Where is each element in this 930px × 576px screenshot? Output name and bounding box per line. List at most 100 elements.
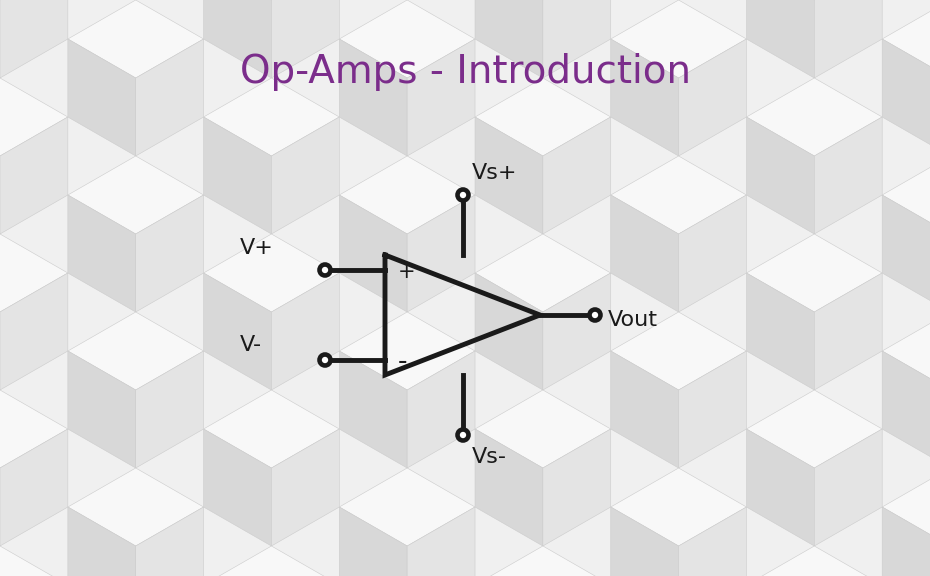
Polygon shape: [204, 273, 272, 390]
Polygon shape: [0, 429, 68, 546]
Polygon shape: [815, 429, 883, 546]
Polygon shape: [339, 0, 475, 78]
Polygon shape: [136, 39, 204, 156]
Polygon shape: [883, 312, 930, 390]
Polygon shape: [407, 39, 475, 156]
Polygon shape: [543, 0, 611, 78]
Circle shape: [458, 430, 469, 441]
Text: Vout: Vout: [608, 310, 658, 330]
Polygon shape: [0, 117, 68, 234]
Polygon shape: [679, 195, 747, 312]
Polygon shape: [68, 195, 136, 312]
Polygon shape: [543, 429, 611, 546]
Polygon shape: [747, 273, 815, 390]
Polygon shape: [204, 429, 272, 546]
Polygon shape: [0, 0, 68, 78]
Polygon shape: [815, 273, 883, 390]
Polygon shape: [747, 546, 883, 576]
Polygon shape: [68, 156, 204, 234]
Polygon shape: [475, 546, 611, 576]
Circle shape: [320, 264, 330, 275]
Text: V-: V-: [240, 335, 262, 355]
Polygon shape: [883, 468, 930, 546]
Polygon shape: [0, 78, 68, 156]
Polygon shape: [204, 117, 272, 234]
Polygon shape: [611, 351, 679, 468]
Polygon shape: [883, 39, 930, 156]
Polygon shape: [543, 117, 611, 234]
Polygon shape: [747, 117, 815, 234]
Polygon shape: [136, 351, 204, 468]
Text: V+: V+: [240, 238, 273, 258]
Circle shape: [590, 309, 601, 320]
Polygon shape: [543, 273, 611, 390]
Polygon shape: [0, 273, 68, 390]
Polygon shape: [611, 156, 747, 234]
Polygon shape: [339, 156, 475, 234]
Polygon shape: [0, 546, 68, 576]
Polygon shape: [204, 78, 339, 156]
Text: Vs+: Vs+: [472, 163, 517, 183]
Text: Vs-: Vs-: [472, 447, 507, 467]
Polygon shape: [68, 507, 136, 576]
Polygon shape: [407, 195, 475, 312]
Polygon shape: [272, 429, 339, 546]
Polygon shape: [747, 234, 883, 312]
Polygon shape: [407, 507, 475, 576]
Polygon shape: [68, 468, 204, 546]
Polygon shape: [475, 429, 543, 546]
Polygon shape: [136, 195, 204, 312]
Polygon shape: [68, 312, 204, 390]
Text: +: +: [398, 262, 416, 282]
Polygon shape: [272, 273, 339, 390]
Polygon shape: [68, 39, 136, 156]
Polygon shape: [475, 390, 611, 468]
Polygon shape: [339, 195, 407, 312]
Circle shape: [320, 354, 330, 366]
Polygon shape: [68, 0, 204, 78]
Polygon shape: [204, 390, 339, 468]
Circle shape: [458, 190, 469, 200]
Polygon shape: [747, 390, 883, 468]
Text: Op-Amps - Introduction: Op-Amps - Introduction: [240, 53, 690, 91]
Polygon shape: [339, 312, 475, 390]
Polygon shape: [747, 0, 815, 78]
Polygon shape: [136, 507, 204, 576]
Polygon shape: [272, 117, 339, 234]
Polygon shape: [883, 0, 930, 78]
Polygon shape: [883, 351, 930, 468]
Polygon shape: [475, 0, 543, 78]
Polygon shape: [475, 117, 543, 234]
Polygon shape: [0, 234, 68, 312]
Polygon shape: [475, 78, 611, 156]
Polygon shape: [611, 507, 679, 576]
Polygon shape: [339, 507, 407, 576]
Polygon shape: [0, 390, 68, 468]
Polygon shape: [815, 117, 883, 234]
Polygon shape: [611, 0, 747, 78]
Polygon shape: [883, 195, 930, 312]
Polygon shape: [204, 0, 272, 78]
Polygon shape: [883, 507, 930, 576]
Polygon shape: [204, 546, 339, 576]
Polygon shape: [339, 468, 475, 546]
Polygon shape: [204, 234, 339, 312]
Polygon shape: [407, 351, 475, 468]
Polygon shape: [611, 312, 747, 390]
Polygon shape: [611, 468, 747, 546]
Polygon shape: [815, 0, 883, 78]
Polygon shape: [611, 39, 679, 156]
Polygon shape: [679, 507, 747, 576]
Polygon shape: [272, 0, 339, 78]
Polygon shape: [679, 351, 747, 468]
Polygon shape: [883, 156, 930, 234]
Polygon shape: [747, 429, 815, 546]
Polygon shape: [339, 351, 407, 468]
Polygon shape: [611, 195, 679, 312]
Polygon shape: [339, 39, 407, 156]
Polygon shape: [475, 273, 543, 390]
Polygon shape: [747, 78, 883, 156]
Polygon shape: [68, 351, 136, 468]
Polygon shape: [679, 39, 747, 156]
Polygon shape: [475, 234, 611, 312]
